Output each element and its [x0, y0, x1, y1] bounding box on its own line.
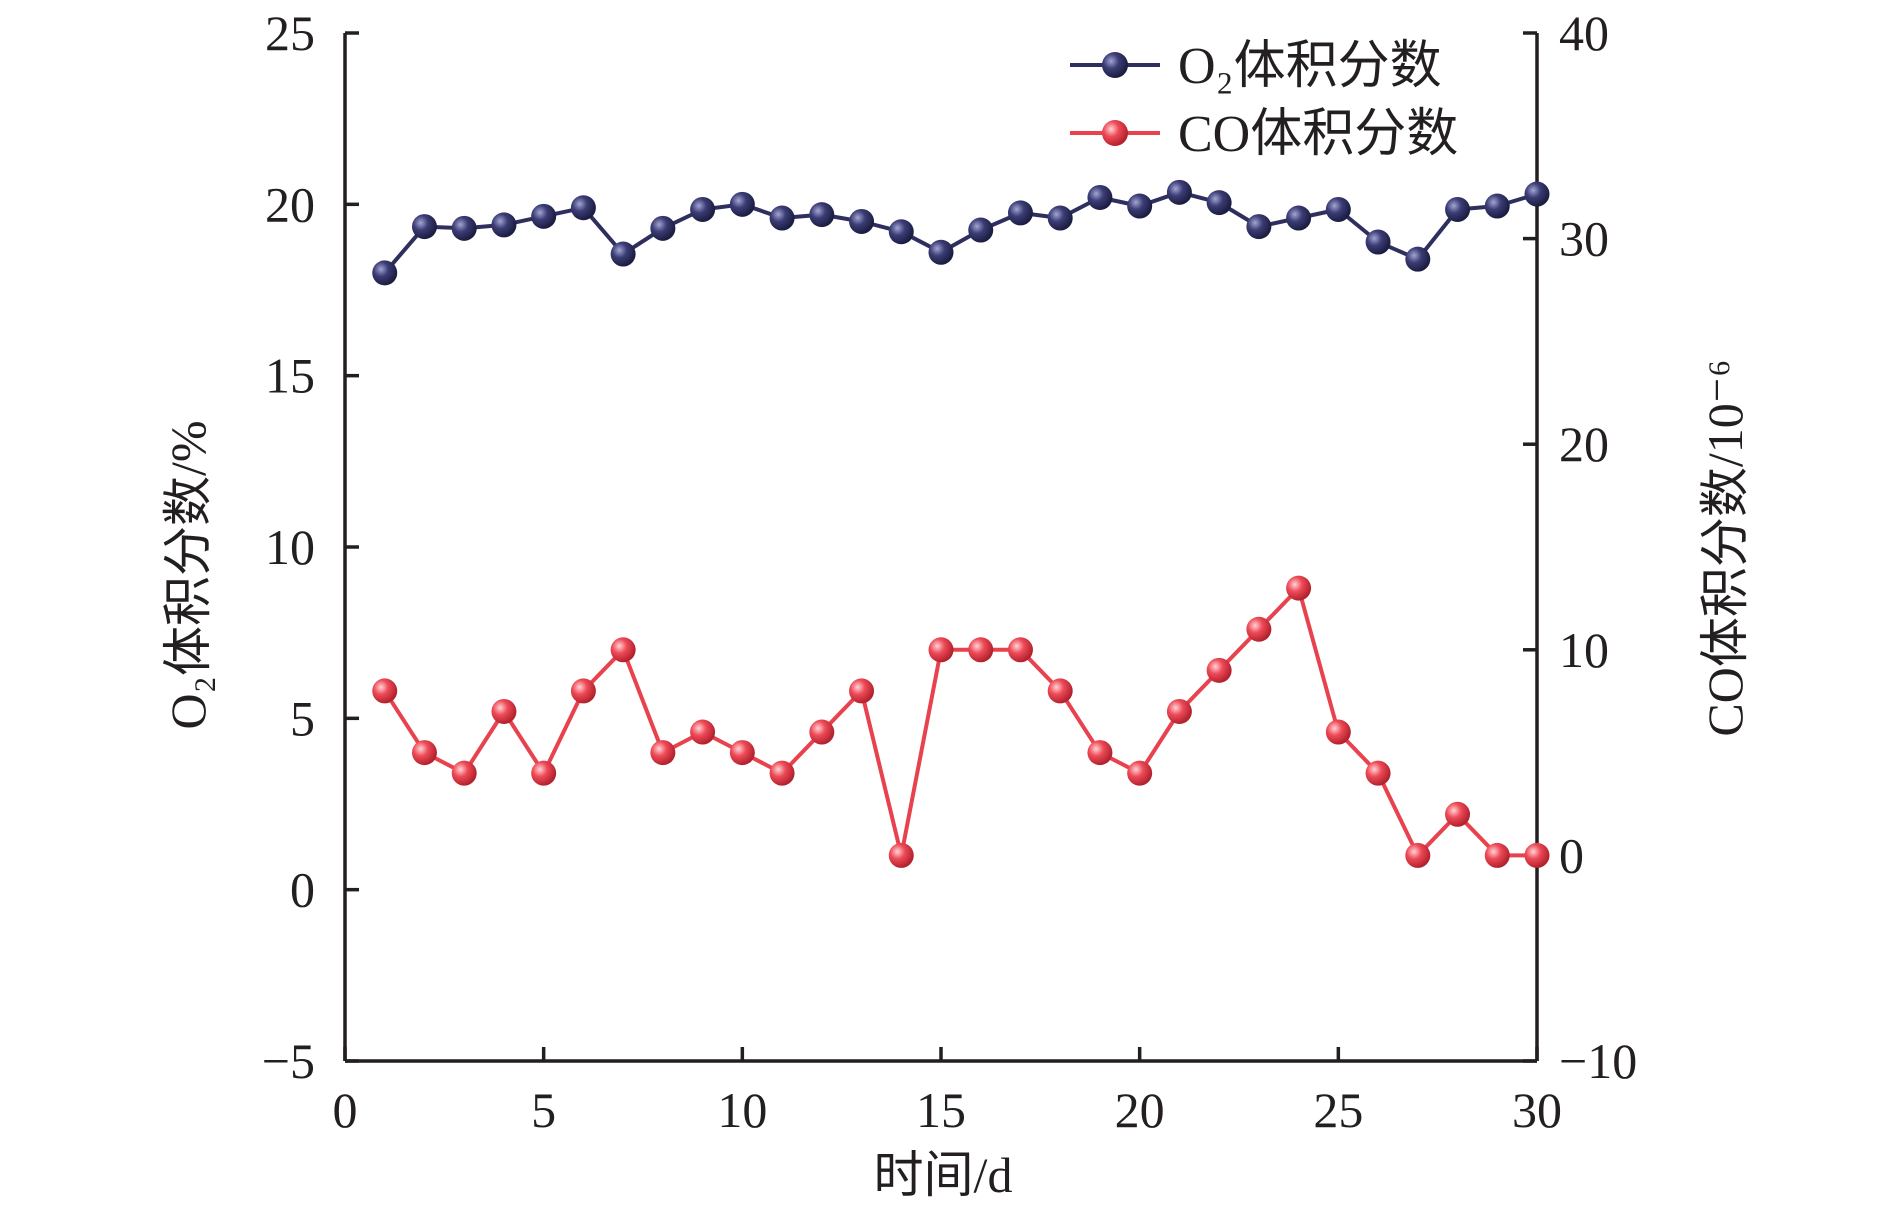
data-point-o2: [1325, 196, 1351, 222]
y-tick-label-right: 40: [1559, 5, 1609, 61]
data-point-o2: [888, 219, 914, 245]
data-point-o2: [372, 260, 398, 286]
data-point-o2: [690, 196, 716, 222]
data-point-co: [968, 637, 994, 663]
data-point-o2: [1286, 205, 1312, 231]
legend: O₂体积分数 CO体积分数: [1070, 38, 1458, 163]
series-line-co: [383, 586, 1537, 858]
data-point-co: [1127, 760, 1153, 786]
data-point-o2: [1405, 246, 1431, 272]
data-point-o2: [769, 205, 795, 231]
legend-label-o2: O₂体积分数: [1178, 38, 1442, 95]
data-point-co: [1007, 637, 1033, 663]
data-point-o2: [1166, 179, 1192, 205]
y-tick-label-left: −5: [262, 1033, 315, 1089]
data-point-o2: [968, 217, 994, 243]
series-layer: [372, 179, 1550, 868]
data-point-co: [650, 740, 676, 766]
x-tick-label: 20: [1115, 1082, 1165, 1138]
data-point-co: [1087, 740, 1113, 766]
data-point-co: [491, 698, 517, 724]
data-point-o2: [531, 203, 557, 229]
data-point-co: [1286, 575, 1312, 601]
data-point-o2: [928, 239, 954, 265]
x-tick-label: 0: [333, 1082, 358, 1138]
data-point-co: [1524, 842, 1550, 868]
x-tick-label: 10: [717, 1082, 767, 1138]
y-tick-label-left: 20: [265, 176, 315, 232]
data-point-co: [1325, 719, 1351, 745]
data-point-o2: [1445, 196, 1471, 222]
data-point-o2: [809, 202, 835, 228]
data-point-o2: [849, 208, 875, 234]
data-point-o2: [451, 215, 477, 241]
y-tick-label-right: 0: [1559, 827, 1584, 883]
data-point-co: [1405, 842, 1431, 868]
y-tick-label-right: −10: [1559, 1033, 1637, 1089]
y-axis-right-title: CO体积分数/10⁻⁶: [1697, 359, 1753, 736]
data-point-o2: [610, 241, 636, 267]
y-tick-label-left: 10: [265, 519, 315, 575]
data-point-co: [1484, 842, 1510, 868]
data-point-co: [451, 760, 477, 786]
data-point-o2: [570, 195, 596, 221]
x-tick-label: 25: [1313, 1082, 1363, 1138]
data-point-co: [769, 760, 795, 786]
y-tick-label-left: 15: [265, 348, 315, 404]
legend-item-o2: O₂体积分数: [1070, 38, 1442, 95]
y-axis-left-title: O₂体积分数/%: [160, 420, 216, 729]
data-point-co: [849, 678, 875, 704]
data-point-o2: [650, 215, 676, 241]
data-point-co: [372, 678, 398, 704]
data-point-co: [928, 637, 954, 663]
data-point-co: [1365, 760, 1391, 786]
data-point-o2: [729, 191, 755, 217]
data-point-co: [1047, 678, 1073, 704]
data-point-o2: [1127, 193, 1153, 219]
data-point-o2: [1047, 205, 1073, 231]
data-point-co: [1246, 616, 1272, 642]
y-tick-label-left: 5: [290, 690, 315, 746]
axes: 0 5 10 15 20 25 30 −5 0 5 10 15 20 25 −10 0 10 20 30 40: [262, 5, 1637, 1138]
data-point-co: [570, 678, 596, 704]
y-tick-label-right: 20: [1559, 416, 1609, 472]
data-point-co: [1206, 657, 1232, 683]
data-point-co: [809, 719, 835, 745]
data-point-o2: [1246, 214, 1272, 240]
data-point-o2: [411, 214, 437, 240]
data-point-o2: [1206, 190, 1232, 216]
series-line-o2: [383, 190, 1538, 275]
data-point-o2: [1484, 193, 1510, 219]
x-tick-label: 15: [916, 1082, 966, 1138]
data-point-o2: [1524, 181, 1550, 207]
y-tick-label-left: 25: [265, 5, 315, 61]
legend-item-co: CO体积分数: [1070, 106, 1458, 163]
legend-marker-co: [1102, 120, 1128, 146]
data-point-co: [531, 760, 557, 786]
data-point-co: [1166, 698, 1192, 724]
data-point-o2: [1087, 184, 1113, 210]
data-point-co: [1445, 801, 1471, 827]
x-tick-label: 5: [531, 1082, 556, 1138]
x-axis-title: 时间/d: [874, 1147, 1013, 1203]
data-point-o2: [491, 212, 517, 238]
data-point-co: [411, 740, 437, 766]
x-tick-label: 30: [1512, 1082, 1562, 1138]
data-point-co: [690, 719, 716, 745]
y-tick-label-left: 0: [290, 862, 315, 918]
legend-marker-o2: [1102, 52, 1128, 78]
data-point-co: [610, 637, 636, 663]
legend-label-co: CO体积分数: [1178, 106, 1458, 163]
data-point-o2: [1007, 200, 1033, 226]
y-tick-label-right: 10: [1559, 622, 1609, 678]
data-point-o2: [1365, 229, 1391, 255]
data-point-co: [729, 740, 755, 766]
y-tick-label-right: 30: [1559, 211, 1609, 267]
data-point-co: [888, 842, 914, 868]
